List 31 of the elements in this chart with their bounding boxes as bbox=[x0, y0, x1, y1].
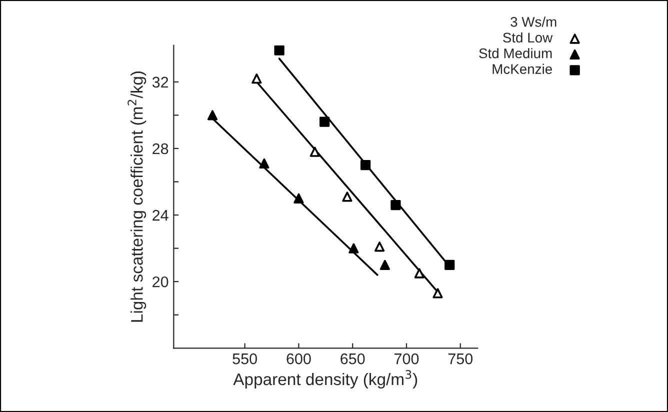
point bbox=[390, 200, 401, 210]
legend-label: Std Medium bbox=[479, 48, 552, 58]
point bbox=[207, 110, 218, 120]
legend-label: Std Low bbox=[503, 32, 553, 43]
y-tick-label: 28 bbox=[152, 143, 168, 154]
point bbox=[310, 146, 320, 157]
point bbox=[348, 243, 359, 254]
point bbox=[380, 260, 390, 270]
point bbox=[274, 45, 284, 56]
x-tick-label: 750 bbox=[448, 353, 473, 364]
point bbox=[342, 192, 352, 202]
point bbox=[320, 116, 330, 127]
x-tick-label: 600 bbox=[286, 353, 311, 364]
legend-label: McKenzie bbox=[492, 64, 552, 74]
legend-title: 3 Ws/m bbox=[510, 16, 556, 27]
point bbox=[444, 260, 455, 270]
y-tick-label: 20 bbox=[152, 276, 168, 288]
point bbox=[432, 288, 443, 298]
point bbox=[360, 160, 371, 170]
x-tick-label: 550 bbox=[232, 353, 257, 364]
y-tick-label: 24 bbox=[152, 210, 168, 221]
point bbox=[294, 193, 304, 204]
x-tick-label: 650 bbox=[340, 353, 365, 364]
point bbox=[252, 74, 262, 84]
point bbox=[414, 268, 424, 278]
x-axis-title: Apparent density (kg/m$^{3}$) bbox=[233, 370, 418, 389]
x-tick-label: 700 bbox=[394, 353, 419, 364]
y-axis-title: Light scattering coefficient (m$^{2}$/kg) bbox=[128, 72, 146, 322]
point bbox=[374, 242, 385, 252]
y-tick-label: 32 bbox=[152, 76, 168, 88]
point bbox=[259, 158, 270, 169]
